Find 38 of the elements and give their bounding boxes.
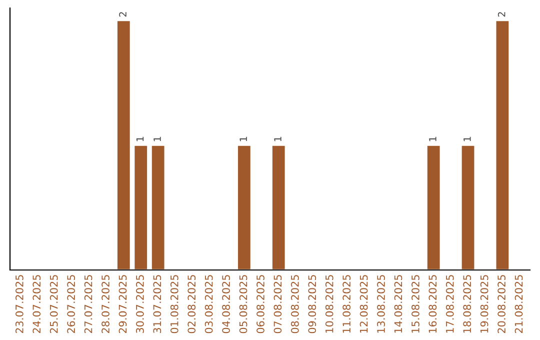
x-tick-label: 29.07.2025 [118,275,127,334]
data-label: 1 [274,136,282,142]
x-tick-label: 03.08.2025 [204,275,213,334]
x-tick-label: 07.08.2025 [274,275,282,334]
x-tick-label: 31.07.2025 [153,275,162,334]
x-tick-label: 24.07.2025 [32,275,41,334]
x-tick-label: 08.08.2025 [290,275,299,334]
x-tick-label: 09.08.2025 [308,275,316,334]
x-tick-label: 14.08.2025 [394,275,402,333]
x-tick-label: 02.08.2025 [188,275,196,334]
data-label: 2 [498,12,506,17]
data-label: 1 [240,136,247,142]
x-tick-label: 23.07.2025 [15,275,24,334]
x-tick-label: 28.07.2025 [102,275,110,334]
x-tick-label: 06.08.2025 [256,275,264,334]
x-tick-label: 13.08.2025 [377,275,385,333]
x-tick-label: 18.08.2025 [463,275,472,333]
x-tick-label: 15.08.2025 [412,275,420,333]
data-label: 1 [429,136,436,142]
x-tick-label: 12.08.2025 [360,275,368,333]
data-label: 2 [119,12,126,17]
x-tick-label: 20.08.2025 [498,275,506,334]
x-tick-label: 27.07.2025 [84,275,92,334]
data-label: 1 [154,136,161,142]
x-tick-label: 11.08.2025 [342,275,351,333]
x-tick-label: 05.08.2025 [239,275,248,334]
x-tick-label: 01.08.2025 [170,275,178,334]
x-tick-label: 04.08.2025 [222,275,230,334]
data-label: 1 [464,136,471,142]
x-tick-label: 25.07.2025 [50,275,58,334]
x-tick-label: 17.08.2025 [446,275,454,333]
x-tick-label: 19.08.2025 [480,275,488,333]
x-tick-label: 10.08.2025 [325,275,334,333]
x-tick-label: 30.07.2025 [136,275,144,334]
x-tick-label: 16.08.2025 [428,275,437,333]
data-label: 1 [136,136,144,142]
x-tick-label: 21.08.2025 [514,275,523,334]
x-tick-label: 26.07.2025 [67,275,76,334]
